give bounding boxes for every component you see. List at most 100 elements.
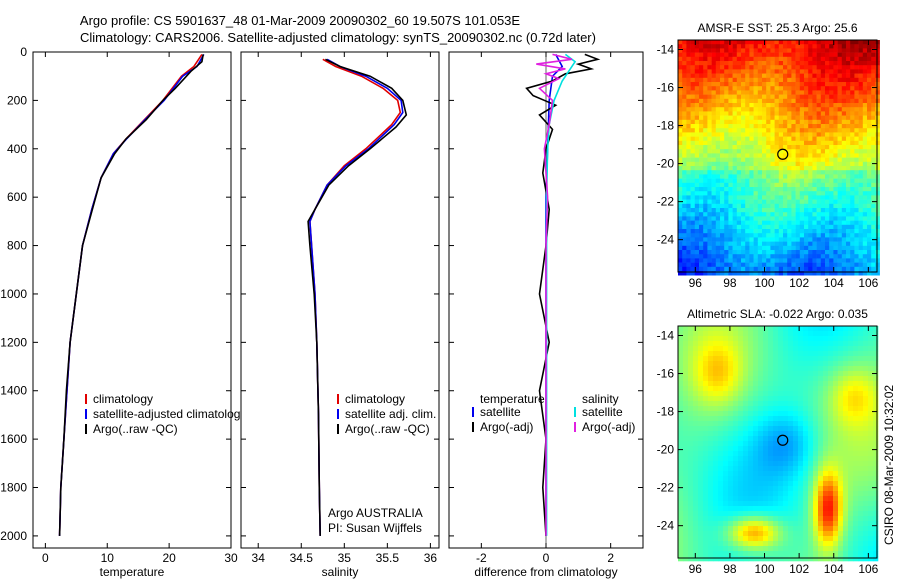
sst_map-cell bbox=[711, 128, 717, 133]
sst_map-cell bbox=[699, 107, 704, 112]
sst_map-cell bbox=[825, 136, 830, 142]
sst_map-cell bbox=[858, 258, 864, 263]
sla_map-cell bbox=[718, 391, 724, 397]
sst_map-cell bbox=[795, 229, 801, 234]
sst_map-cell bbox=[858, 69, 864, 74]
sla_map-cell bbox=[828, 486, 834, 492]
sst_map-cell bbox=[741, 233, 746, 238]
sst_map-cell bbox=[749, 208, 754, 213]
sla_map-cell bbox=[833, 326, 839, 332]
sst_map-cell bbox=[791, 170, 796, 175]
sst_map-cell bbox=[799, 128, 805, 133]
difference-legend-sal-sat-label: satellite bbox=[582, 405, 623, 419]
sst_map-cell bbox=[711, 73, 717, 79]
sla_map-cell bbox=[858, 331, 864, 337]
sst_map-cell bbox=[850, 61, 855, 66]
sla_map-cell bbox=[873, 441, 879, 447]
sst_map-cell bbox=[862, 166, 868, 171]
sst_map-cell bbox=[850, 149, 855, 154]
sst_map-cell bbox=[728, 94, 733, 100]
sla_map-cell bbox=[763, 346, 769, 352]
sst_map-cell bbox=[720, 98, 725, 104]
sst_map-cell bbox=[825, 166, 830, 171]
sst_map-cell bbox=[808, 115, 813, 121]
sla_map-cell bbox=[738, 396, 744, 402]
sst_map-cell bbox=[846, 73, 851, 79]
sla_map-cell bbox=[803, 416, 809, 422]
sst_map-cell bbox=[766, 187, 771, 192]
sla_map-cell bbox=[768, 536, 774, 542]
sst_map-cell bbox=[766, 56, 771, 62]
sla_map-cell bbox=[713, 386, 719, 392]
sst_map-cell bbox=[841, 212, 847, 217]
salinity-panel: 34 34.5 35 35.5 36salinityclimatologysatelli… bbox=[240, 51, 440, 579]
sla_map-cell bbox=[818, 431, 824, 437]
sla_map-cell bbox=[728, 446, 734, 452]
sst_map-cell bbox=[690, 124, 696, 129]
sst_map-cell bbox=[783, 136, 788, 142]
sla_map-cell bbox=[718, 326, 724, 332]
sla_map-cell bbox=[748, 526, 754, 532]
sla_map-cell bbox=[803, 341, 809, 347]
sst_map-cell bbox=[825, 65, 830, 70]
sla_map-cell bbox=[688, 526, 694, 532]
sla_map-cell bbox=[708, 521, 714, 527]
sla_map-cell bbox=[788, 401, 794, 407]
sst_map-cell bbox=[837, 124, 843, 129]
sst_map-cell bbox=[745, 245, 750, 251]
sst_map-cell bbox=[682, 149, 687, 154]
sla_map-cell bbox=[803, 346, 809, 352]
sst_map-cell bbox=[783, 149, 788, 154]
sst_map-cell bbox=[825, 161, 830, 167]
sst_map-cell bbox=[833, 203, 838, 209]
sla_map-cell bbox=[828, 461, 834, 467]
sst_map-cell bbox=[783, 103, 788, 108]
sst_map-cell bbox=[795, 103, 801, 108]
sst_map-cell bbox=[686, 98, 691, 104]
sla_map-cell bbox=[868, 521, 874, 527]
sla_map-cell bbox=[838, 331, 844, 337]
sst_map-cell bbox=[678, 191, 683, 196]
sla_map-cell bbox=[803, 486, 809, 492]
sla_map-cell bbox=[778, 521, 784, 527]
sla_map-cell bbox=[818, 401, 824, 407]
sla_map-cell bbox=[863, 546, 869, 552]
sst_map-cell bbox=[804, 61, 809, 66]
sst_map-cell bbox=[694, 107, 700, 112]
sla_map-cell bbox=[728, 461, 734, 467]
sla_map-cell bbox=[803, 436, 809, 442]
sla_map-cell bbox=[713, 551, 719, 557]
sst_map-cell bbox=[833, 208, 838, 213]
sst_map-cell bbox=[686, 103, 691, 108]
sst_map-cell bbox=[703, 61, 708, 66]
sst_map-cell bbox=[678, 233, 683, 238]
sst_map-cell bbox=[766, 229, 771, 234]
sst_map-cell bbox=[741, 271, 746, 276]
sla_map-cell bbox=[788, 466, 794, 472]
sst_map-cell bbox=[804, 103, 809, 108]
sla_map-cell bbox=[683, 346, 689, 352]
sst_map-cell bbox=[875, 245, 880, 251]
sla_map-cell bbox=[768, 546, 774, 552]
sla_map-cell bbox=[848, 416, 854, 422]
sla_map-cell bbox=[808, 331, 814, 337]
sst_map-cell bbox=[732, 98, 738, 104]
sla_map-cell bbox=[713, 481, 719, 487]
sst_map-cell bbox=[745, 52, 750, 58]
sla_map-cell bbox=[828, 451, 834, 457]
sla_map-cell bbox=[813, 361, 819, 367]
sst_map-cell bbox=[757, 119, 763, 125]
sst_map-cell bbox=[715, 195, 721, 200]
sla_map-cell bbox=[863, 451, 869, 457]
sla_map-cell bbox=[788, 451, 794, 457]
sla_map-cell bbox=[708, 556, 714, 562]
sst_map-cell bbox=[825, 82, 830, 87]
sst_map-cell bbox=[787, 98, 792, 104]
sla_map-cell bbox=[763, 361, 769, 367]
sla_map-cell bbox=[678, 511, 684, 517]
sst_map-cell bbox=[783, 77, 788, 83]
sst_map-cell bbox=[816, 224, 822, 230]
sst_map-cell bbox=[804, 195, 809, 200]
sst_map-cell bbox=[762, 220, 767, 226]
sst_map-cell bbox=[690, 82, 696, 87]
